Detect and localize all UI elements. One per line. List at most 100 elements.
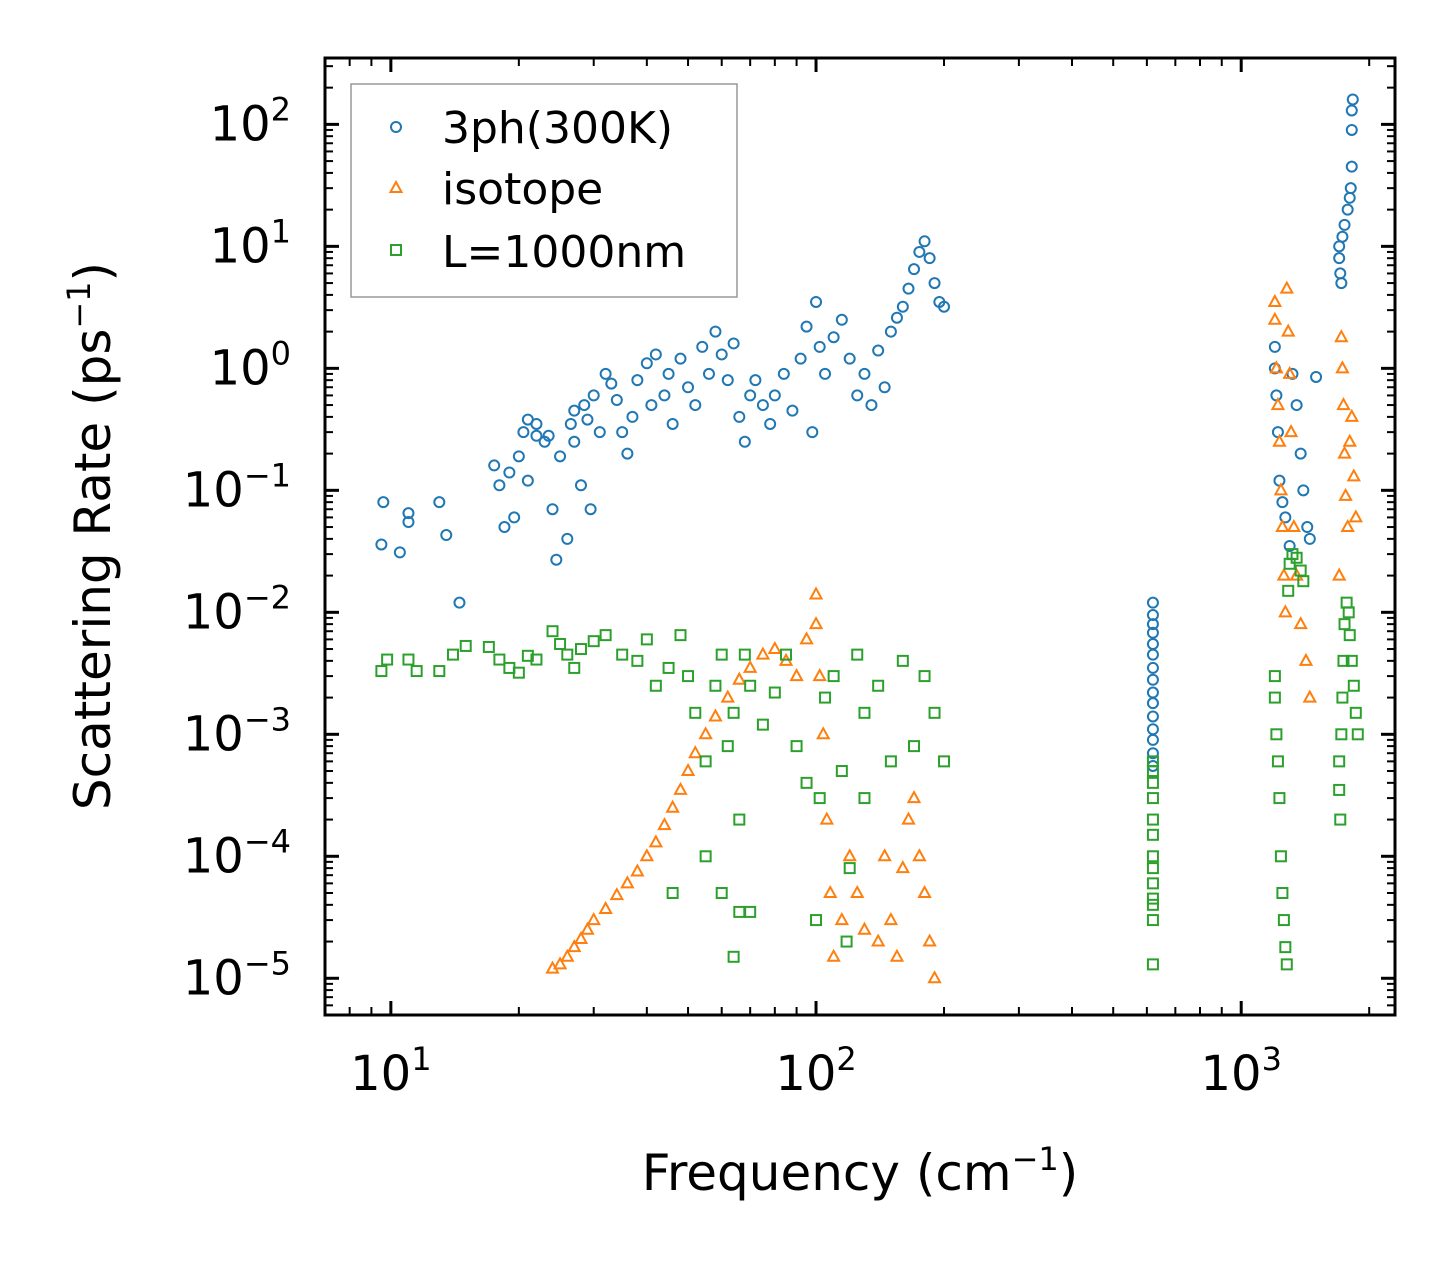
- data-point: [459, 639, 472, 652]
- y-tick-label: 10−3: [183, 700, 291, 762]
- data-point: [1280, 958, 1293, 971]
- data-point: [1146, 813, 1159, 826]
- data-point: [1146, 862, 1159, 875]
- data-point: [393, 546, 406, 559]
- data-point: [922, 933, 937, 947]
- data-point: [744, 389, 757, 402]
- data-point: [658, 389, 671, 402]
- data-point: [552, 956, 568, 970]
- data-point: [1279, 941, 1292, 954]
- legend-label-isotope: isotope: [442, 164, 603, 215]
- data-point: [503, 466, 516, 479]
- y-tick-label: 10−2: [183, 578, 291, 640]
- data-point: [630, 863, 645, 877]
- data-point: [402, 507, 415, 520]
- data-point: [715, 648, 728, 661]
- data-point: [764, 417, 777, 430]
- data-point: [1340, 596, 1353, 609]
- data-point: [938, 300, 951, 313]
- data-point: [715, 348, 728, 361]
- data-point: [1146, 792, 1159, 805]
- data-point: [806, 426, 819, 439]
- data-point: [682, 381, 695, 394]
- data-point: [1345, 654, 1358, 667]
- data-point: [834, 912, 850, 926]
- data-point: [1273, 792, 1286, 805]
- data-point: [1335, 728, 1348, 741]
- data-point: [715, 887, 728, 900]
- data-point: [794, 352, 807, 365]
- data-point: [1146, 828, 1159, 841]
- data-point: [733, 905, 746, 918]
- legend-item-isotope: isotope: [388, 164, 603, 215]
- data-point: [1342, 606, 1355, 619]
- data-point: [843, 862, 856, 875]
- data-point: [1271, 426, 1284, 439]
- data-point: [767, 640, 783, 655]
- data-point: [808, 616, 824, 630]
- data-point: [1340, 518, 1355, 533]
- data-point: [870, 933, 886, 947]
- data-point: [657, 817, 672, 831]
- data-point: [1282, 584, 1295, 597]
- data-point: [508, 511, 521, 524]
- data-point: [923, 252, 936, 265]
- data-point: [1283, 424, 1299, 438]
- data-point: [1338, 487, 1353, 501]
- legend-item-3ph: 3ph(300K): [390, 103, 673, 154]
- data-point: [626, 410, 639, 423]
- data-point: [688, 745, 703, 759]
- data-point: [889, 948, 905, 962]
- data-point: [1335, 277, 1348, 290]
- data-point: [1336, 230, 1349, 243]
- data-point: [381, 653, 394, 666]
- data-point: [542, 429, 555, 442]
- data-point: [609, 887, 625, 901]
- data-point: [858, 367, 871, 380]
- data-point: [810, 295, 823, 308]
- data-point: [1268, 691, 1281, 704]
- data-point: [581, 413, 594, 426]
- data-point: [598, 900, 613, 914]
- data-point: [666, 887, 679, 900]
- data-point: [744, 905, 757, 918]
- data-point: [826, 948, 841, 962]
- data-point: [599, 367, 612, 380]
- data-point: [640, 357, 653, 370]
- data-point: [554, 450, 567, 463]
- legend-box: [350, 83, 738, 298]
- data-point: [780, 648, 793, 661]
- data-point: [1344, 182, 1357, 195]
- data-point: [1267, 293, 1283, 307]
- data-point: [580, 921, 595, 935]
- data-point: [696, 340, 709, 353]
- data-point: [377, 496, 390, 509]
- data-point: [1146, 877, 1159, 890]
- data-markers: [375, 93, 1364, 984]
- y-tick-label: 101: [210, 212, 291, 274]
- data-point: [1283, 539, 1296, 552]
- data-point: [1346, 93, 1359, 106]
- data-point: [1146, 673, 1159, 686]
- data-point: [1297, 575, 1310, 588]
- data-point: [738, 648, 751, 661]
- data-point: [699, 755, 712, 768]
- data-point: [1146, 747, 1159, 760]
- data-point: [1146, 637, 1159, 650]
- data-point: [810, 914, 823, 927]
- data-point: [568, 404, 581, 417]
- data-point: [1272, 433, 1287, 447]
- data-point: [568, 661, 581, 674]
- data-point: [1276, 567, 1292, 581]
- data-point: [1146, 765, 1159, 778]
- x-tick-label: 103: [1200, 1040, 1281, 1102]
- data-point: [738, 435, 751, 448]
- data-point: [1146, 892, 1159, 905]
- series-square: [375, 548, 1364, 971]
- data-point: [858, 792, 871, 805]
- data-point: [1281, 323, 1296, 337]
- data-point: [1347, 679, 1360, 692]
- legend: 3ph(300K) isotope L=1000nm: [350, 83, 738, 298]
- data-point: [546, 625, 559, 638]
- data-point: [799, 631, 814, 645]
